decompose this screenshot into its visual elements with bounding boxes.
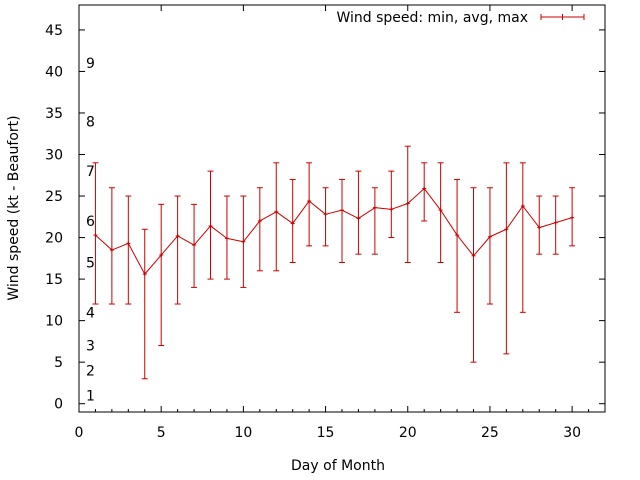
y-tick-label: 0 [54,397,63,413]
data-point [553,220,558,225]
data-point [487,234,492,239]
data-point [356,216,361,221]
data-point [109,248,114,253]
beaufort-label: 9 [86,56,95,72]
data-point [405,201,410,206]
data-point [504,227,509,232]
legend-key [540,14,585,20]
data-point [372,205,377,210]
data-point [422,186,427,191]
series-line-segment [539,222,556,229]
data-point [93,233,98,238]
series-line-segment [555,217,573,224]
beaufort-label: 6 [86,214,95,230]
series-line-segment [358,207,376,219]
data-point [307,199,312,204]
series-lines [95,188,573,275]
x-tick-label: 30 [563,425,581,441]
beaufort-label: 8 [86,114,95,130]
data-point [323,212,328,217]
beaufort-scale-labels: 1 2 3 4 5 6 7 8 9 [86,56,95,404]
series-line-segment [193,225,211,246]
series-line-segment [292,200,310,224]
beaufort-label: 4 [86,305,95,321]
legend-label: Wind speed: min, avg, max [336,10,528,26]
beaufort-label: 3 [86,339,95,355]
series-line-segment [374,207,392,210]
beaufort-label: 5 [86,255,95,271]
x-tick-label: 20 [399,425,417,441]
x-tick-label: 15 [317,425,335,441]
series-line-segment [259,211,277,222]
series-line-segment [95,234,113,251]
series-line-segment [111,242,129,251]
series-line-segment [341,209,359,219]
data-point [192,243,197,248]
legend: Wind speed: min, avg, max [336,10,585,26]
data-point [290,221,295,226]
beaufort-label: 2 [86,363,95,379]
series-line-segment [489,228,507,238]
series-line-segment [391,203,408,210]
error-bars [92,145,576,380]
data-point [241,239,246,244]
series-line-segment [456,234,474,257]
data-point [537,225,542,230]
series-line-segment [127,243,146,275]
data-point [224,236,229,241]
x-tick-label: 10 [234,425,252,441]
y-tick-label: 15 [45,272,63,288]
series-line-segment [177,235,195,246]
x-tick-label: 5 [157,425,166,441]
y-tick-label: 20 [45,231,63,247]
x-tick-label: 0 [75,425,84,441]
data-point [159,253,164,258]
data-point [389,207,394,212]
y-tick-label: 45 [45,23,63,39]
x-axis: 0 5 10 15 20 25 30 [75,5,590,441]
data-point [570,215,575,220]
data-point [274,209,279,214]
series-line-segment [325,209,343,215]
data-point [471,253,476,258]
series-line-segment [144,254,162,275]
series-line-segment [505,205,524,230]
series-line-segment [275,211,293,224]
beaufort-label: 7 [86,164,95,180]
y-tick-label: 10 [45,314,63,330]
series-line-segment [522,205,540,228]
y-tick-label: 5 [54,355,63,371]
data-point [126,241,131,246]
data-point [257,218,262,223]
data-point [438,208,443,213]
data-point [455,233,460,238]
x-tick-label: 25 [481,425,499,441]
y-tick-label: 35 [45,106,63,122]
data-point [142,272,147,277]
beaufort-label: 1 [86,388,95,404]
series-line-segment [473,236,491,257]
series-line-segment [210,225,228,239]
series-line-segment [242,220,261,243]
series-line-segment [308,200,326,215]
data-point [175,233,180,238]
x-axis-label: Day of Month [291,458,385,474]
data-point [520,204,525,209]
y-tick-label: 30 [45,148,63,164]
y-tick-label: 25 [45,189,63,205]
series-line-segment [226,237,244,243]
series-line-segment [423,188,442,211]
data-point [340,208,344,213]
data-points [93,186,575,277]
series-line-segment [407,188,425,204]
series-line-segment [440,209,458,236]
series-line-segment [160,235,179,256]
data-point [208,223,213,228]
y-tick-label: 40 [45,64,63,80]
y-axis-label: Wind speed (kt - Beaufort) [6,115,22,300]
